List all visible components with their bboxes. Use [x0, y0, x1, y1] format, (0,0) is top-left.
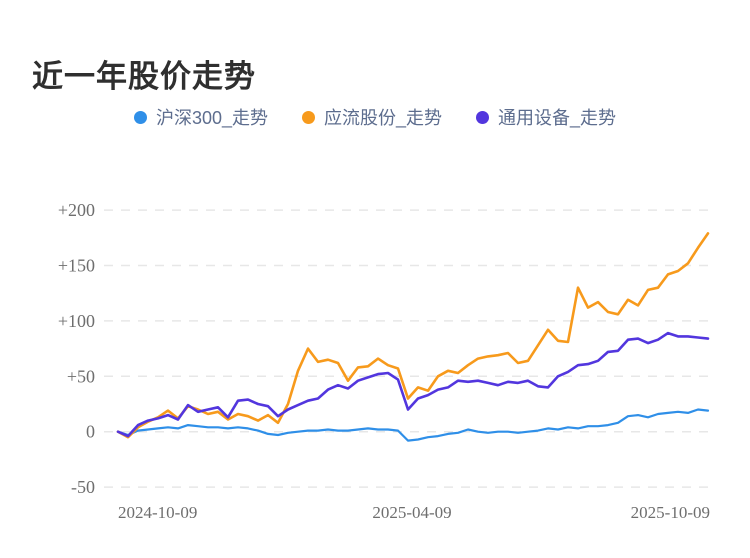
legend-label: 通用设备_走势 [498, 108, 617, 128]
y-tick-label: 0 [86, 422, 95, 442]
legend-item-1[interactable]: 应流股份_走势 [302, 104, 442, 130]
legend-label: 应流股份_走势 [324, 108, 443, 128]
page-title: 近一年股价走势 [32, 58, 256, 94]
y-tick-label: -50 [71, 477, 95, 497]
y-axis-labels: -50 0 +50 +100 +150 +200 [58, 200, 95, 497]
series-line-0 [116, 408, 710, 442]
x-tick-label: 2024-10-09 [118, 503, 197, 522]
y-tick-label: +150 [58, 256, 95, 276]
x-tick-label: 2025-04-09 [372, 503, 451, 522]
legend-item-0[interactable]: 沪深300_走势 [133, 104, 268, 130]
y-tick-label: +200 [58, 200, 95, 220]
series-line-1 [116, 232, 710, 439]
legend-dot-icon [302, 110, 315, 124]
legend-label: 沪深300_走势 [155, 108, 268, 128]
legend-dot-icon [476, 110, 490, 124]
x-axis-labels: 2024-10-09 2025-04-09 2025-10-09 [118, 503, 710, 522]
legend-item-2[interactable]: 通用设备_走势 [476, 104, 616, 130]
series-lines [116, 232, 710, 442]
legend-dot-icon [133, 110, 147, 124]
x-tick-label: 2025-10-09 [631, 503, 710, 522]
series-line-2 [116, 331, 710, 438]
y-tick-label: +100 [58, 311, 95, 331]
y-tick-label: +50 [67, 366, 95, 386]
chart-legend: 沪深300_走势 应流股份_走势 通用设备_走势 [0, 104, 750, 130]
